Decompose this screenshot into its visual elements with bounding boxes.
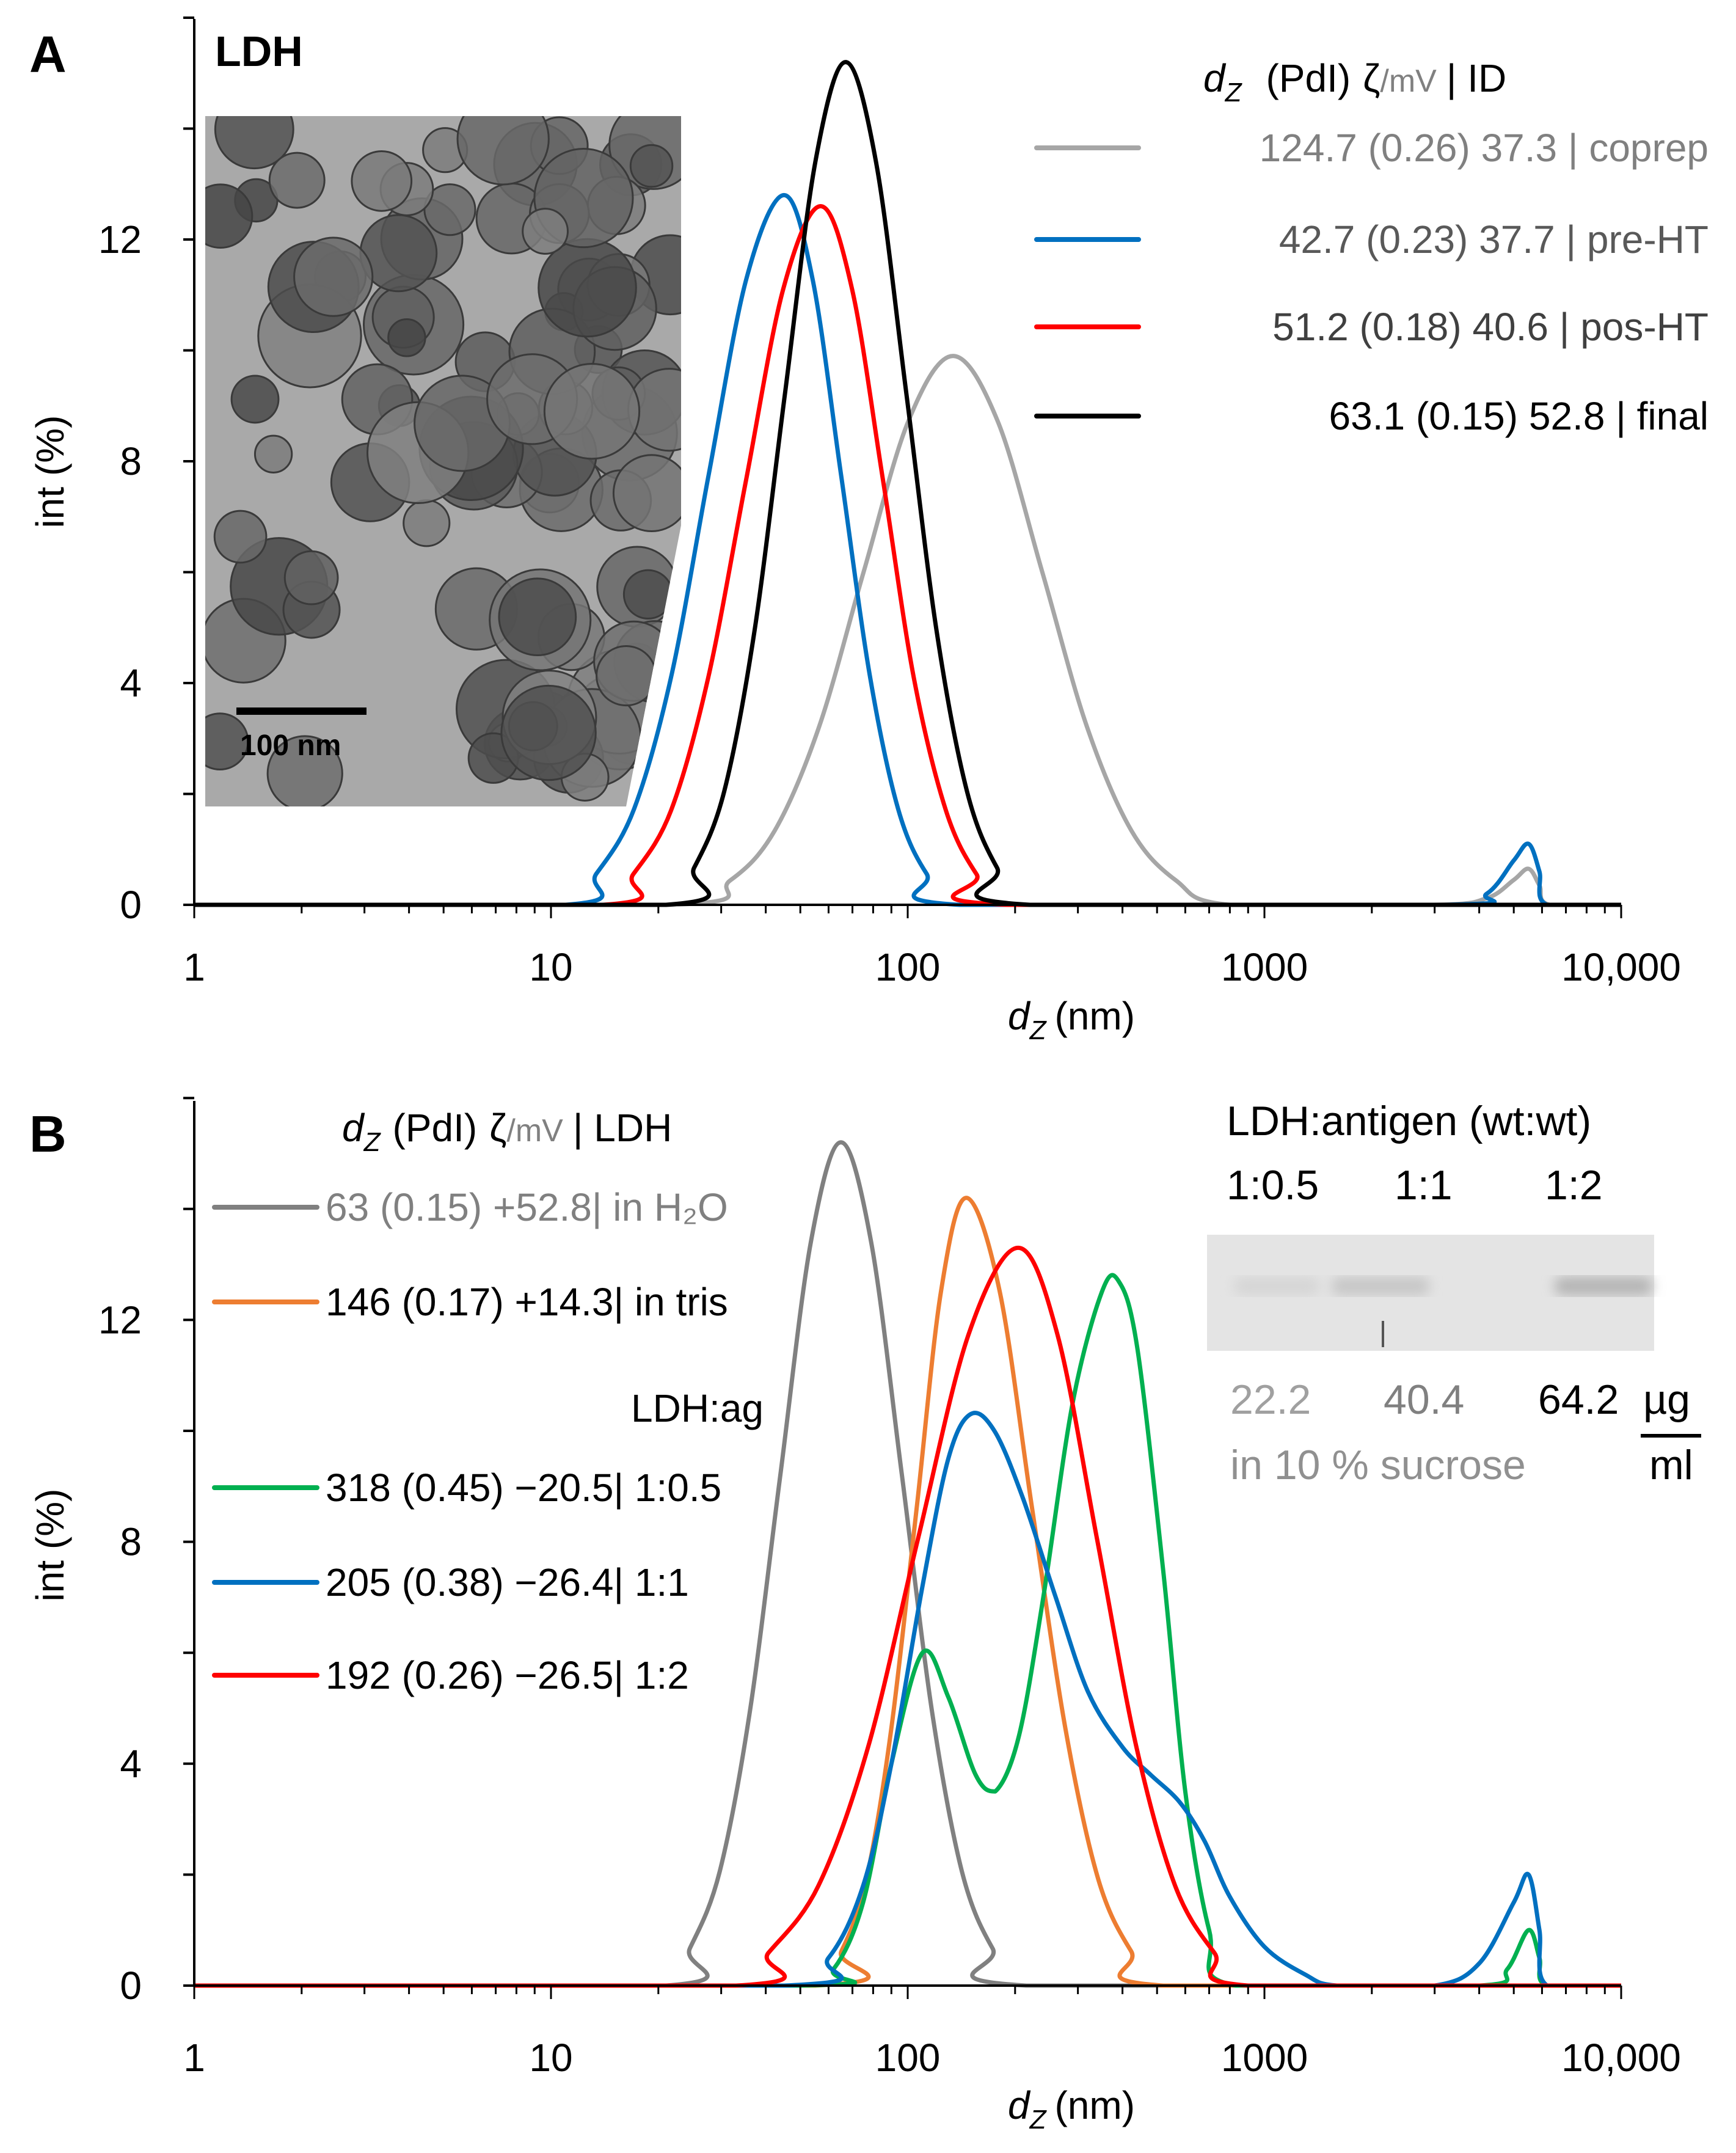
- gel-value: 40.4: [1384, 1376, 1464, 1423]
- legend-label: 63 (0.15) +52.8| in H₂O: [326, 1185, 728, 1229]
- y-tick-label: 4: [120, 661, 142, 705]
- tem-label: LDH: [215, 27, 303, 75]
- gel-lane-label: 1:2: [1545, 1162, 1603, 1208]
- legend-b-subheader: LDH:ag: [631, 1386, 764, 1430]
- x-axis-title: dZ (nm): [1008, 2083, 1135, 2135]
- x-tick-label: 100: [875, 2036, 941, 2080]
- series-line-1-1: [194, 1411, 1621, 1988]
- legend-entry: 124.7 (0.26) 37.3 | coprep: [1034, 126, 1709, 170]
- legend-label: 42.7 (0.23) 37.7 | pre-HT: [1279, 217, 1709, 261]
- tem-particle: [522, 208, 569, 255]
- legend-a-header: dZ (PdI) ζ/mV | ID: [1203, 56, 1506, 108]
- tem-particle: [622, 569, 674, 620]
- gel-value: 22.2: [1230, 1376, 1311, 1423]
- tem-particle: [627, 368, 681, 452]
- x-tick-label: 10: [529, 2036, 572, 2080]
- tem-particle: [214, 116, 294, 170]
- gel-value: 64.2: [1538, 1376, 1619, 1423]
- y-tick-label: 0: [120, 1964, 142, 2008]
- y-tick-label: 12: [98, 217, 142, 261]
- y-tick-label: 4: [120, 1742, 142, 1786]
- gel-band: [1234, 1277, 1319, 1295]
- tem-particle: [543, 363, 641, 460]
- legend-label: 318 (0.45) −20.5| 1:0.5: [326, 1466, 721, 1510]
- tem-particle: [283, 550, 339, 605]
- legend-entry: 51.2 (0.18) 40.6 | pos-HT: [1034, 305, 1709, 349]
- tem-particle: [253, 434, 293, 473]
- gel-band: [1555, 1277, 1652, 1295]
- tem-particle: [629, 144, 674, 188]
- legend-label: 63.1 (0.15) 52.8 | final: [1329, 394, 1709, 438]
- panel-b-chart: 0 4 8 12 1 10 100 1000 10,000 dZ (nm) int (%): [28, 1097, 1681, 2135]
- gel-unit-denominator: ml: [1649, 1442, 1693, 1488]
- legend-b: dZ (PdI) ζ/mV | LDH LDH:ag 63 (0.15) +52.8|…: [212, 1106, 764, 1697]
- gel-unit-numerator: µg: [1643, 1376, 1690, 1423]
- gel-band: [1332, 1277, 1429, 1295]
- legend-entry: 192 (0.26) −26.5| 1:2: [212, 1653, 689, 1697]
- tem-particle: [612, 454, 681, 532]
- y-tick-label: 12: [98, 1298, 142, 1342]
- tem-particle: [403, 499, 451, 547]
- tem-particle: [456, 116, 550, 186]
- tem-particle: [293, 236, 374, 317]
- legend-b-header: dZ (PdI) ζ/mV | LDH: [342, 1106, 672, 1157]
- gel-lane-label: 1:1: [1395, 1162, 1453, 1208]
- tem-particle: [596, 645, 657, 707]
- x-tick-label: 10,000: [1561, 945, 1681, 989]
- x-tick-label: 100: [875, 945, 941, 989]
- tem-particle: [230, 375, 280, 424]
- panel-a-label: A: [29, 26, 67, 83]
- series-line-final: [194, 60, 1621, 907]
- legend-entry: 318 (0.45) −20.5| 1:0.5: [212, 1466, 721, 1510]
- x-axis-title: dZ (nm): [1008, 994, 1135, 1045]
- gel-note: in 10 % sucrose: [1230, 1442, 1526, 1488]
- x-tick-label: 10,000: [1561, 2036, 1681, 2080]
- tem-particle: [498, 577, 577, 657]
- legend-label: 124.7 (0.26) 37.3 | coprep: [1260, 126, 1709, 170]
- legend-label: 146 (0.17) +14.3| in tris: [326, 1280, 728, 1324]
- legend-entry: 63.1 (0.15) 52.8 | final: [1034, 394, 1709, 438]
- x-tick-label: 1000: [1221, 945, 1308, 989]
- tem-particle: [205, 183, 253, 249]
- tem-particle: [538, 238, 637, 338]
- x-tick-label: 10: [529, 945, 572, 989]
- tem-inset-image: [205, 116, 681, 806]
- gel-inset: LDH:antigen (wt:wt) 1:0.5 1:1 1:2 22.2 4…: [1207, 1098, 1701, 1488]
- tem-particle: [500, 684, 597, 781]
- tem-particle: [387, 318, 426, 357]
- x-tick-label: 1: [183, 2036, 205, 2080]
- series-line-1-2: [194, 1245, 1621, 1988]
- series-line-pos-ht: [194, 204, 1621, 907]
- gel-lane-label: 1:0.5: [1227, 1162, 1319, 1208]
- x-tick-label: 1000: [1221, 2036, 1308, 2080]
- legend-a: dZ (PdI) ζ/mV | ID 124.7 (0.26) 37.3 | copr…: [1034, 56, 1709, 438]
- x-tick-label: 1: [183, 945, 205, 989]
- tem-particle: [205, 712, 249, 771]
- series-line-in-tris: [194, 1196, 1621, 1988]
- legend-entry: 63 (0.15) +52.8| in H₂O: [212, 1185, 728, 1229]
- legend-label: 205 (0.38) −26.4| 1:1: [326, 1560, 689, 1604]
- y-tick-label: 0: [120, 883, 142, 927]
- y-tick-label: 8: [120, 1520, 142, 1564]
- tem-particle: [266, 735, 343, 806]
- series-line-in-h2o: [194, 1140, 1621, 1988]
- legend-label: 51.2 (0.18) 40.6 | pos-HT: [1272, 305, 1709, 349]
- scale-bar: [236, 707, 367, 715]
- panel-b-label: B: [29, 1105, 67, 1163]
- tem-particle: [268, 152, 326, 209]
- legend-entry: 205 (0.38) −26.4| 1:1: [212, 1560, 689, 1604]
- legend-entry: 42.7 (0.23) 37.7 | pre-HT: [1034, 217, 1709, 261]
- panel-a-chart: 0 4 8 12 1 10 100 1000 10,000 dZ (nm) int (%): [28, 16, 1681, 1045]
- gel-title: LDH:antigen (wt:wt): [1227, 1098, 1591, 1144]
- y-axis-title: int (%): [28, 1489, 72, 1602]
- tem-particle: [213, 510, 268, 564]
- y-tick-label: 8: [120, 439, 142, 483]
- tem-particle: [351, 150, 413, 212]
- legend-label: 192 (0.26) −26.5| 1:2: [326, 1653, 689, 1697]
- legend-entry: 146 (0.17) +14.3| in tris: [212, 1280, 728, 1324]
- scale-bar-label: 100 nm: [240, 729, 341, 762]
- series-line-pre-ht: [194, 192, 1621, 907]
- y-axis-title: int (%): [28, 415, 72, 528]
